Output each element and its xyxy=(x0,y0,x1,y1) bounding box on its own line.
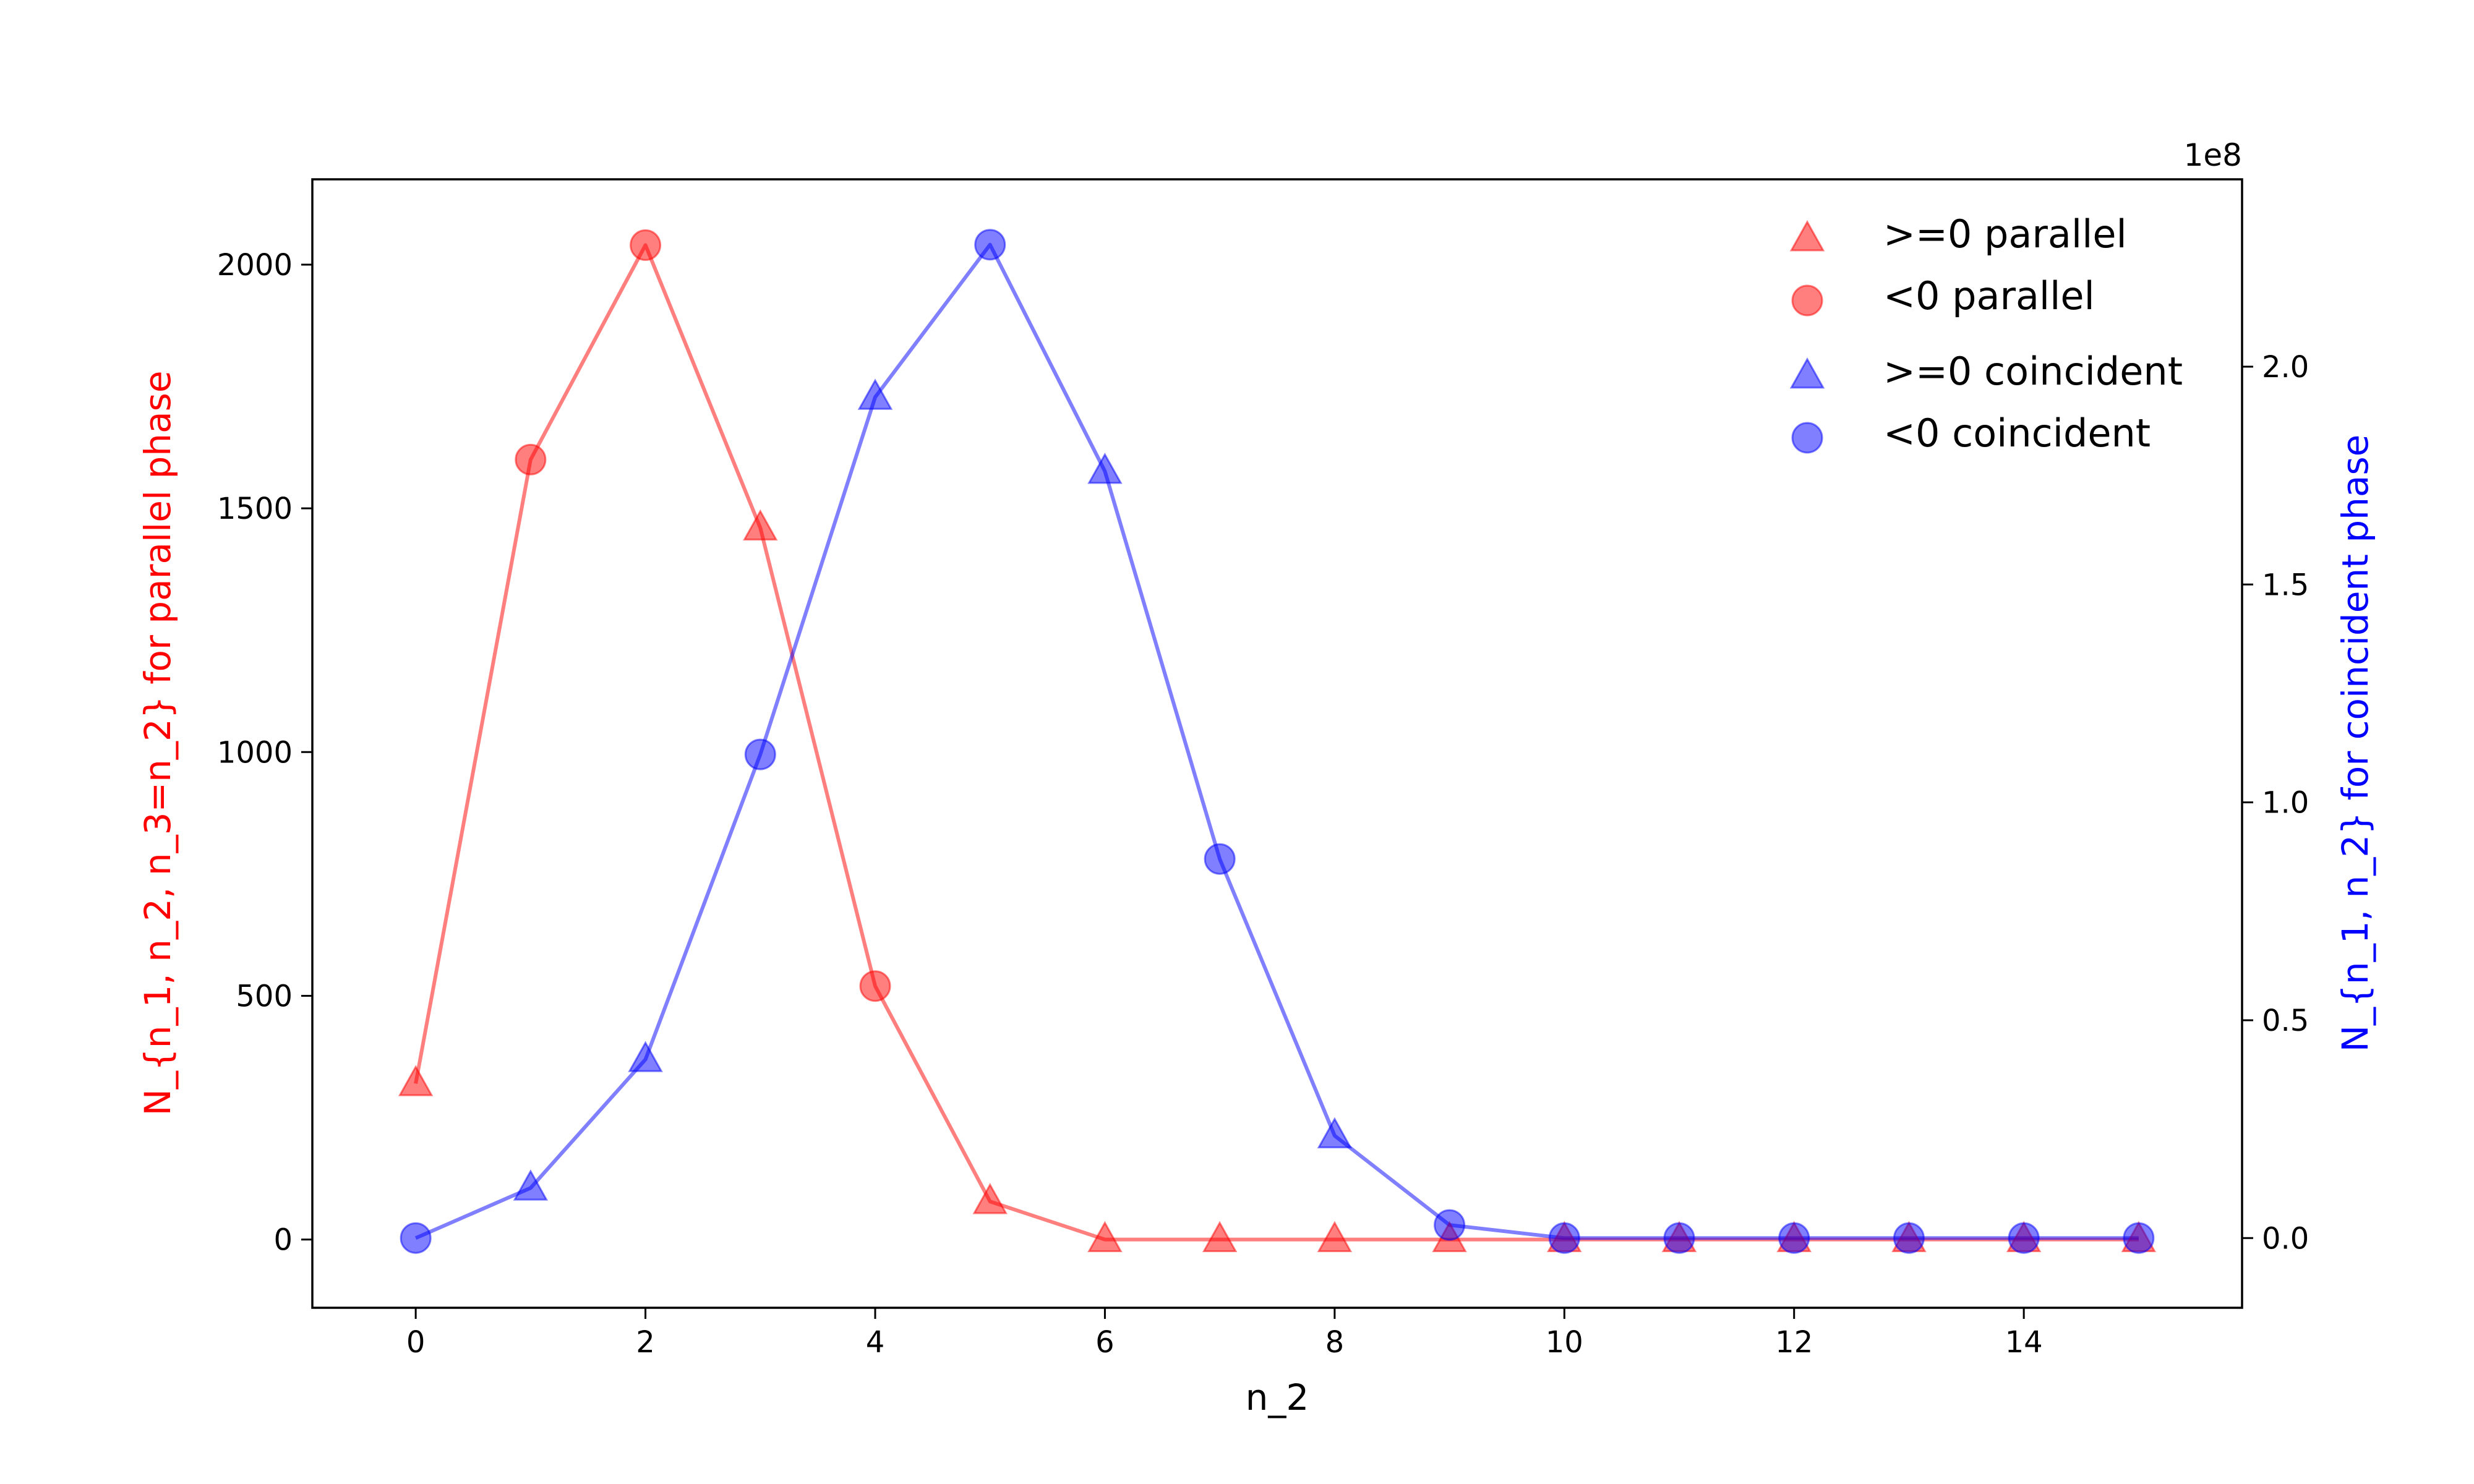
legend-label-neg-coincident: <0 coincident xyxy=(1883,411,2151,456)
x-tick-label: 6 xyxy=(1095,1325,1115,1360)
y-left-tick-label: 500 xyxy=(236,979,293,1013)
coincident-circle-point xyxy=(2009,1223,2039,1253)
y-right-tick-label: 0.0 xyxy=(2262,1221,2309,1256)
y-left-tick-label: 1000 xyxy=(217,735,293,770)
y-left-axis-label: N_{n_1, n_2, n_3=n_2} for parallel phase xyxy=(137,370,179,1115)
coincident-circle-point xyxy=(1894,1223,1924,1253)
coincident-circle-point xyxy=(1205,844,1235,874)
coincident-circle-point xyxy=(745,740,775,769)
y-right-tick-label: 1.5 xyxy=(2262,568,2309,602)
legend-label-nonneg-coincident: >=0 coincident xyxy=(1883,349,2183,394)
coincident-circle-point xyxy=(975,230,1005,260)
coincident-circle-point xyxy=(2124,1223,2154,1253)
y-right-tick-label: 2.0 xyxy=(2262,350,2309,385)
y-left-tick-label: 2000 xyxy=(217,248,293,283)
y-right-tick-label: 0.5 xyxy=(2262,1004,2309,1038)
x-tick-label: 14 xyxy=(2005,1325,2043,1360)
parallel-circle-point xyxy=(516,445,546,474)
y-right-tick-label: 1.0 xyxy=(2262,786,2309,821)
coincident-circle-point xyxy=(1779,1223,1809,1253)
legend-label-nonneg-parallel: >=0 parallel xyxy=(1883,211,2127,257)
y-right-offset-multiplier: 1e8 xyxy=(2184,137,2242,173)
x-tick-label: 12 xyxy=(1775,1325,1813,1360)
x-tick-label: 4 xyxy=(866,1325,885,1360)
coincident-circle-point xyxy=(1664,1223,1694,1253)
coincident-circle-point xyxy=(1435,1210,1465,1240)
x-tick-label: 10 xyxy=(1546,1325,1583,1360)
parallel-circle-point xyxy=(860,971,890,1001)
y-left-tick-label: 1500 xyxy=(217,492,293,526)
legend-marker-neg-coincident xyxy=(1792,423,1822,453)
coincident-circle-point xyxy=(401,1223,430,1253)
legend-marker-neg-parallel xyxy=(1792,286,1822,315)
x-axis-label: n_2 xyxy=(1246,1376,1309,1418)
y-left-tick-label: 0 xyxy=(273,1223,293,1258)
coincident-circle-point xyxy=(1549,1223,1579,1253)
parallel-circle-point xyxy=(631,230,661,260)
legend-label-neg-parallel: <0 parallel xyxy=(1883,273,2095,318)
x-tick-label: 8 xyxy=(1325,1325,1345,1360)
x-tick-label: 0 xyxy=(406,1325,426,1360)
x-tick-label: 2 xyxy=(636,1325,655,1360)
y-right-axis-label: N_{n_1, n_2} for coincident phase xyxy=(2334,435,2376,1052)
